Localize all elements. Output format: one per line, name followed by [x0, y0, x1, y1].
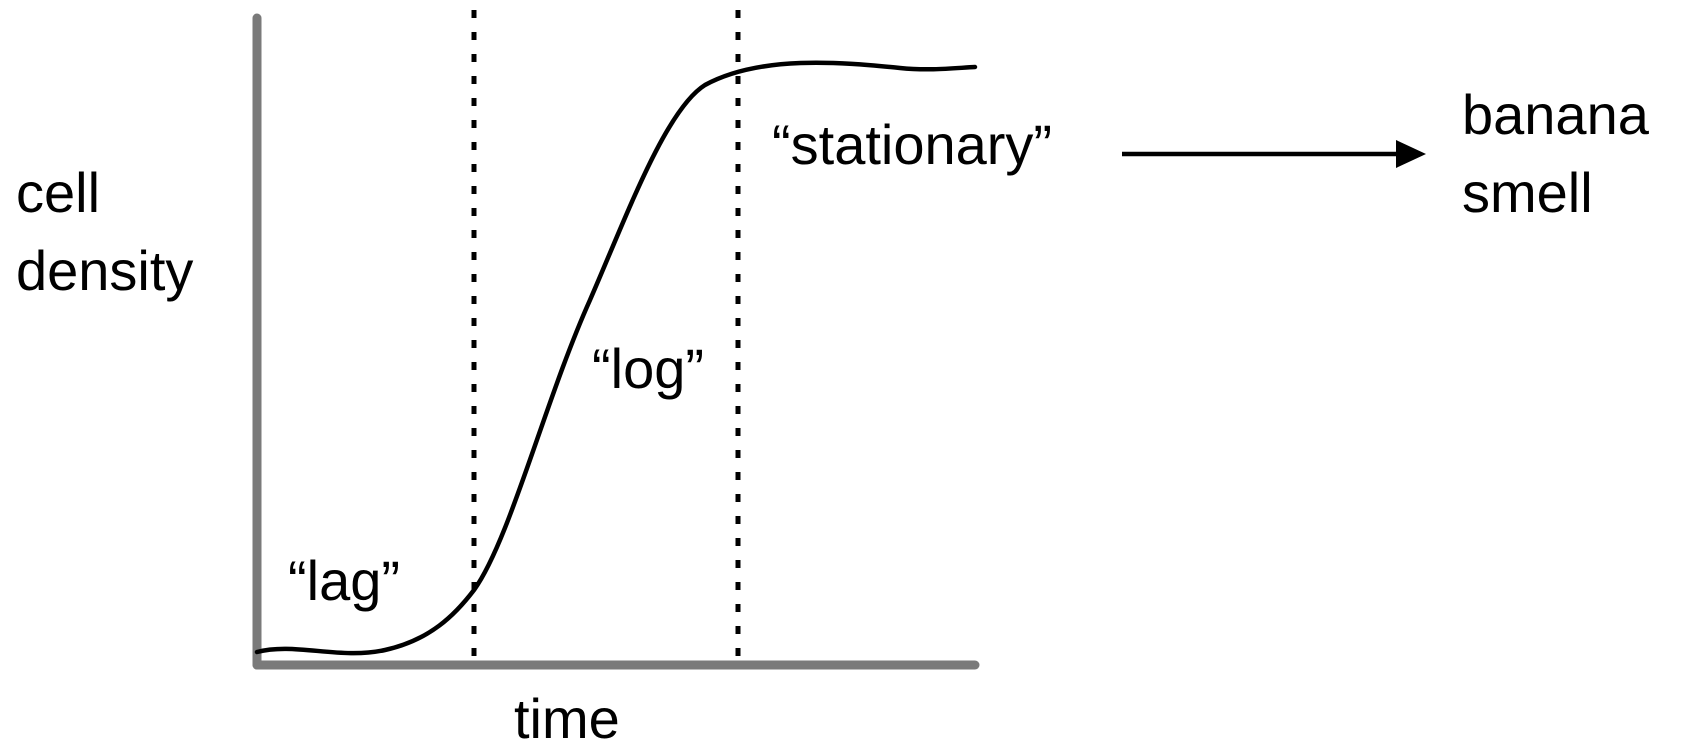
arrow-head-icon [1396, 140, 1426, 168]
outcome-label-line1: banana [1462, 83, 1650, 146]
x-axis-label: time [514, 687, 620, 742]
y-axis-label-line1: cell [16, 161, 100, 224]
y-axis-label-line2: density [16, 239, 193, 302]
log-phase-label: “log” [592, 337, 704, 400]
stationary-phase-label: “stationary” [772, 113, 1052, 176]
lag-phase-label: “lag” [288, 549, 400, 612]
growth-curve [254, 60, 978, 656]
outcome-label-line2: smell [1462, 161, 1593, 224]
